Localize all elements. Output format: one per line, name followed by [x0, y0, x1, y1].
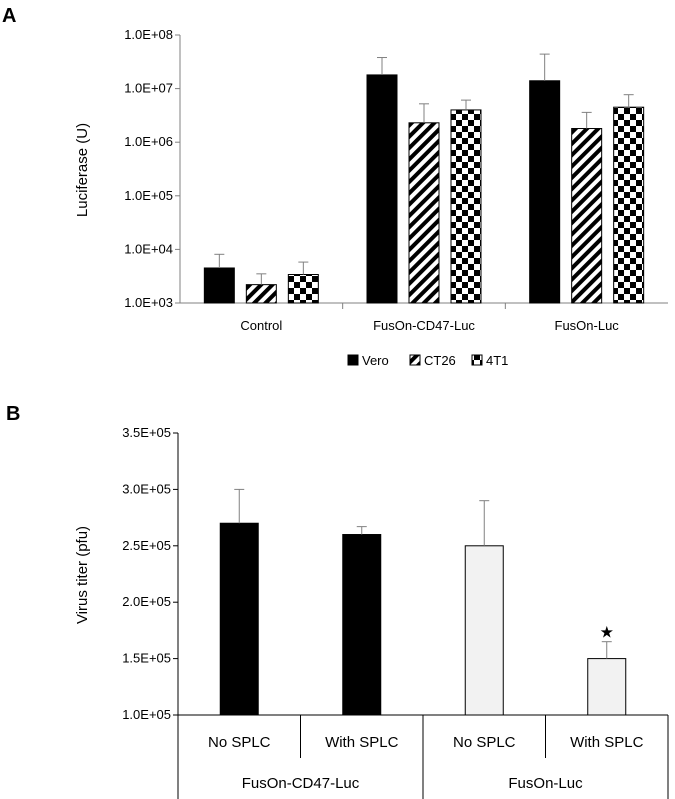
y-tick-label: 3.5E+05 — [122, 425, 171, 440]
y-tick-label: 2.5E+05 — [122, 538, 171, 553]
legend-label-4t1: 4T1 — [486, 353, 508, 368]
y-tick-label: 1.0E+07 — [124, 81, 173, 96]
bar-ct26 — [245, 284, 277, 304]
panel-b: B Virus titer (pfu) 1.0E+05 1.5E+05 2.0E+0… — [6, 403, 669, 799]
panel-a-letter: A — [2, 5, 16, 27]
x-group-label: FusOn-CD47-Luc — [242, 775, 360, 792]
panel-a-axes: 1.0E+03 1.0E+04 1.0E+05 1.0E+06 1.0E+07 1.0E+… — [124, 27, 668, 333]
y-tick-label: 1.0E+03 — [124, 295, 173, 310]
panel-a-legend: Vero CT26 4T1 — [347, 353, 508, 368]
y-tick-label: 1.0E+08 — [124, 27, 173, 42]
legend-swatch-ct26 — [409, 354, 421, 366]
y-tick-label: 1.0E+06 — [124, 134, 173, 149]
panel-a: A Luciferase (U) 1.0E+031.0E+041.0E+051.… — [2, 5, 668, 368]
x-group-label: FusOn-Luc — [508, 775, 583, 792]
y-tick-label: 1.5E+05 — [122, 651, 171, 666]
x-category-label: FusOn-Luc — [555, 318, 620, 333]
bar-4t1 — [613, 106, 645, 304]
y-tick-label: 2.0E+05 — [122, 594, 171, 609]
bar — [342, 534, 382, 716]
x-category-label: No SPLC — [453, 734, 516, 751]
x-category-label: Control — [240, 318, 282, 333]
y-tick-label: 1.0E+05 — [122, 707, 171, 722]
bar — [219, 522, 259, 716]
bar-vero — [366, 74, 398, 304]
x-category-label: FusOn-CD47-Luc — [373, 318, 475, 333]
panel-b-bars: ★ — [219, 488, 627, 716]
panel-b-y-axis-title: Virus titer (pfu) — [74, 526, 91, 624]
panel-b-axes: 1.0E+05 1.5E+05 2.0E+05 2.5E+05 3.0E+05 3.5E+… — [122, 425, 669, 799]
x-category-label: No SPLC — [208, 734, 271, 751]
y-tick-label: 1.0E+05 — [124, 188, 173, 203]
legend-label-vero: Vero — [362, 353, 389, 368]
bar — [587, 658, 627, 716]
bar — [464, 545, 504, 716]
bar-4t1 — [287, 274, 319, 304]
panel-b-letter: B — [6, 403, 20, 425]
panel-a-bars — [203, 53, 645, 304]
legend-swatch-4t1 — [471, 354, 483, 366]
bar-4t1 — [450, 109, 482, 304]
panel-a-y-axis-title: Luciferase (U) — [74, 123, 91, 217]
y-tick-label: 3.0E+05 — [122, 481, 171, 496]
x-category-label: With SPLC — [325, 734, 399, 751]
legend-label-ct26: CT26 — [424, 353, 456, 368]
significance-star: ★ — [600, 623, 614, 642]
y-tick-label: 1.0E+04 — [124, 241, 173, 256]
x-category-label: With SPLC — [570, 734, 644, 751]
bar-vero — [203, 267, 235, 304]
bar-vero — [529, 80, 561, 304]
bar-ct26 — [408, 122, 440, 304]
bar-ct26 — [571, 128, 603, 304]
legend-swatch-vero — [347, 354, 359, 366]
